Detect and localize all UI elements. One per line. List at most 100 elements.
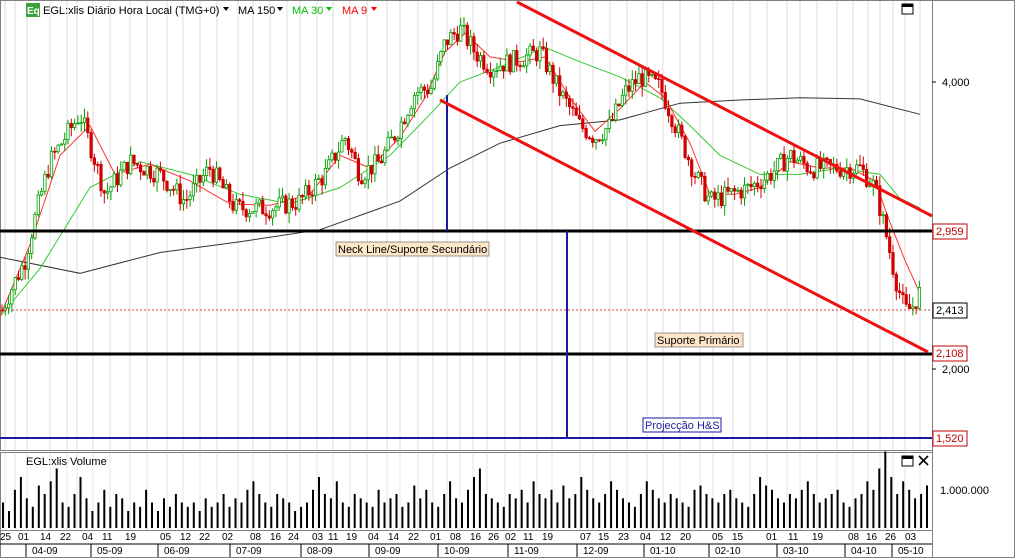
volume-bar xyxy=(365,502,368,528)
tick-4000: 4,000 xyxy=(942,77,970,89)
candle-body xyxy=(485,68,489,73)
date-day-label: 23 xyxy=(618,532,630,543)
candle-body xyxy=(518,64,522,67)
date-day-label: 19 xyxy=(812,532,824,543)
candle-body xyxy=(66,122,70,141)
candle-body xyxy=(584,127,588,139)
volume-bar xyxy=(878,468,881,528)
volume-bar xyxy=(449,481,452,529)
candle-body xyxy=(340,140,344,153)
chart-title[interactable]: EGL:xlis Diário Hora Local (TMG+0) xyxy=(43,5,219,17)
candle-body xyxy=(16,277,21,280)
candle-body xyxy=(234,199,238,211)
volume-bar xyxy=(443,494,446,528)
candle-body xyxy=(13,277,17,291)
volume-bar xyxy=(854,498,857,529)
candle-body xyxy=(46,173,50,178)
candle-body xyxy=(152,178,156,183)
volume-bar xyxy=(121,498,124,529)
ma150-dropdown-icon[interactable] xyxy=(277,7,283,11)
candle-body xyxy=(779,153,783,159)
title-dropdown-icon[interactable] xyxy=(223,7,229,11)
price-axis-ticks: 4,000 2,000 1.000.000 xyxy=(932,77,989,497)
volume-bar xyxy=(920,494,923,528)
volume-bar xyxy=(753,494,756,528)
volume-bar xyxy=(276,494,279,528)
volume-bar xyxy=(2,502,4,528)
volume-bar xyxy=(371,506,374,529)
date-day-label: 26 xyxy=(488,532,500,543)
date-day-label: 15 xyxy=(598,532,610,543)
candle-body xyxy=(558,75,562,97)
candle-body xyxy=(571,106,575,109)
volume-bar xyxy=(240,502,243,528)
candle-body xyxy=(637,73,641,84)
app-logo xyxy=(26,3,40,17)
volume-bar xyxy=(890,477,893,528)
volume-bar xyxy=(145,489,148,529)
candle-body xyxy=(907,303,912,310)
volume-bar xyxy=(908,489,911,529)
candle-body xyxy=(241,200,245,211)
candle-body xyxy=(237,199,242,202)
volume-bar xyxy=(622,498,624,529)
maximize-icon[interactable] xyxy=(901,3,914,15)
candle-body xyxy=(488,72,493,78)
primary-support-text: Suporte Primário xyxy=(657,335,740,347)
candle-body xyxy=(43,173,47,192)
date-day-label: 01 xyxy=(18,532,30,543)
candle-body xyxy=(568,98,572,108)
indicator-ma150[interactable]: MA 150 xyxy=(238,5,275,17)
date-month-label: 04-09 xyxy=(32,546,58,557)
candle-body xyxy=(125,161,129,175)
volume-bar xyxy=(914,498,917,529)
volume-bar xyxy=(592,498,595,529)
level-projection: 1,520 xyxy=(936,433,964,445)
volume-bar xyxy=(777,498,779,529)
indicator-ma30[interactable]: MA 30 xyxy=(292,5,323,17)
candle-body xyxy=(435,61,440,80)
volume-maximize-icon[interactable] xyxy=(901,455,914,467)
volume-bar xyxy=(490,498,493,529)
ma9-dropdown-icon[interactable] xyxy=(371,7,377,11)
candle-body xyxy=(89,132,93,159)
volume-bar xyxy=(628,502,630,528)
candle-body xyxy=(277,197,281,208)
volume-bar xyxy=(288,502,291,528)
candle-body xyxy=(369,165,374,175)
candle-body xyxy=(175,183,179,191)
candle-body xyxy=(762,179,766,190)
candle-body xyxy=(426,89,430,95)
candle-body xyxy=(769,172,773,181)
candle-body xyxy=(643,69,648,87)
volume-bar xyxy=(79,477,82,528)
date-month-label: 01-10 xyxy=(650,546,676,557)
volume-bar xyxy=(544,498,547,529)
candle-body xyxy=(607,118,611,130)
moving-averages xyxy=(0,32,921,317)
date-day-label: 04 xyxy=(640,532,652,543)
candle-body xyxy=(525,54,529,67)
candle-body xyxy=(168,188,172,191)
candle-body xyxy=(73,123,77,128)
candle-body xyxy=(119,169,123,186)
candle-body xyxy=(333,152,337,161)
candle-body xyxy=(383,149,387,164)
candle-body xyxy=(515,50,519,66)
candle-body xyxy=(399,121,403,139)
candle-body xyxy=(815,158,819,179)
volume-bar xyxy=(616,489,618,529)
candle-body xyxy=(320,178,324,186)
date-day-label: 14 xyxy=(388,532,400,543)
ma30-dropdown-icon[interactable] xyxy=(326,7,332,11)
indicator-ma9[interactable]: MA 9 xyxy=(342,5,367,17)
candle-body xyxy=(261,199,265,215)
candle-body xyxy=(911,306,915,310)
volume-bar xyxy=(431,502,434,528)
candle-body xyxy=(56,144,60,152)
volume-bar xyxy=(598,502,601,528)
candle-body xyxy=(874,179,879,187)
close-icon[interactable] xyxy=(918,455,929,466)
candle-body xyxy=(657,78,661,80)
candle-body xyxy=(69,122,73,129)
